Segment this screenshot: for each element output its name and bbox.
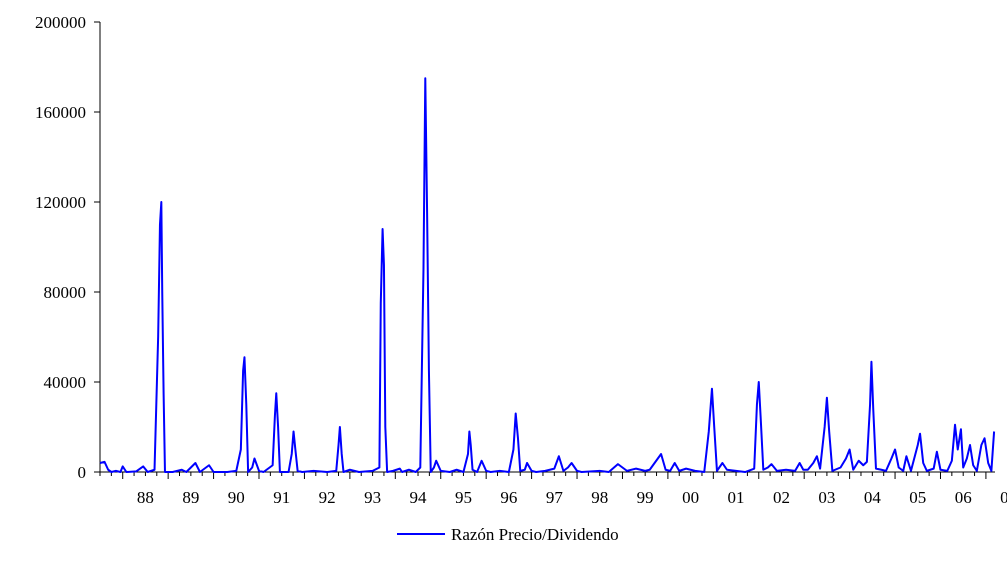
y-tick-label: 160000 [35,103,86,122]
x-tick-label: 98 [591,488,608,507]
x-tick-label: 88 [137,488,154,507]
x-tick-label: 01 [728,488,745,507]
x-tick-label: 91 [273,488,290,507]
y-axis: 0 40000 80000 120000 160000 200000 [35,13,101,482]
x-tick-label: 90 [228,488,245,507]
y-tick-label: 120000 [35,193,86,212]
y-tick-label: 200000 [35,13,86,32]
x-tick-label: 00 [682,488,699,507]
y-tick-label: 40000 [44,373,87,392]
x-tick-label: 02 [773,488,790,507]
x-tick-label: 97 [546,488,564,507]
x-tick-label: 93 [364,488,381,507]
y-tick-label: 0 [78,463,87,482]
x-tick-label: 99 [637,488,654,507]
x-tick-label: 95 [455,488,472,507]
legend: Razón Precio/Dividendo [397,525,619,544]
x-tick-label: 07 [1000,488,1007,507]
x-tick-label: 96 [500,488,517,507]
x-tick-label: 04 [864,488,882,507]
y-tick-label: 80000 [44,283,87,302]
series-layer [99,77,996,473]
x-tick-label: 89 [182,488,199,507]
x-tick-label: 03 [818,488,835,507]
x-tick-label: 05 [909,488,926,507]
series-line [99,77,996,473]
x-tick-label: 94 [410,488,428,507]
legend-label: Razón Precio/Dividendo [451,525,619,544]
x-tick-label: 92 [319,488,336,507]
x-axis: 88 89 90 91 92 93 94 95 96 97 98 99 00 01 02 03 04 05 06 07 [99,471,1007,507]
x-tick-label: 06 [955,488,972,507]
